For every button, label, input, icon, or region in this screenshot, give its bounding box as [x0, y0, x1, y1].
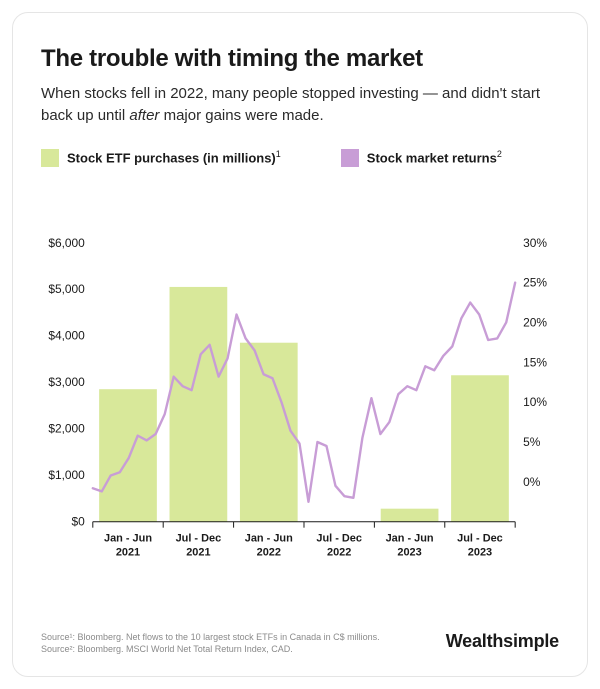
legend-swatch-line — [341, 149, 359, 167]
svg-text:20%: 20% — [523, 315, 547, 329]
legend-item-bars: Stock ETF purchases (in millions)1 — [41, 149, 281, 167]
svg-text:$4,000: $4,000 — [48, 328, 85, 342]
svg-text:2023: 2023 — [468, 546, 492, 558]
legend-swatch-bars — [41, 149, 59, 167]
legend-label-line: Stock market returns2 — [367, 149, 502, 165]
svg-text:2023: 2023 — [397, 546, 421, 558]
brand-logo: Wealthsimple — [446, 631, 559, 652]
svg-text:Jul - Dec: Jul - Dec — [457, 532, 503, 544]
legend-item-line: Stock market returns2 — [341, 149, 502, 167]
svg-text:2021: 2021 — [116, 546, 140, 558]
svg-text:25%: 25% — [523, 275, 547, 289]
bar — [240, 342, 298, 521]
svg-text:$1,000: $1,000 — [48, 468, 85, 482]
svg-text:Jan - Jun: Jan - Jun — [245, 532, 293, 544]
subtitle-emphasis: after — [129, 107, 159, 124]
chart-title: The trouble with timing the market — [41, 45, 559, 73]
svg-text:$5,000: $5,000 — [48, 282, 85, 296]
svg-text:15%: 15% — [523, 355, 547, 369]
svg-text:0%: 0% — [523, 474, 541, 488]
svg-text:5%: 5% — [523, 434, 541, 448]
svg-text:2021: 2021 — [186, 546, 210, 558]
bar — [170, 286, 228, 521]
svg-text:Jan - Jun: Jan - Jun — [386, 532, 434, 544]
svg-text:Jul - Dec: Jul - Dec — [176, 532, 222, 544]
svg-text:2022: 2022 — [327, 546, 351, 558]
subtitle-part-b: major gains were made. — [159, 107, 323, 124]
svg-text:$3,000: $3,000 — [48, 375, 85, 389]
chart-area: $0 $1,000 $2,000 $3,000 $4,000 $5,000 $6,000 0%… — [41, 181, 559, 621]
bar — [381, 508, 439, 521]
legend: Stock ETF purchases (in millions)1 Stock… — [41, 149, 559, 167]
svg-text:Jan - Jun: Jan - Jun — [104, 532, 152, 544]
svg-text:10%: 10% — [523, 395, 547, 409]
bar — [451, 375, 509, 521]
svg-text:$0: $0 — [72, 514, 86, 528]
bar — [99, 389, 157, 521]
combo-chart: $0 $1,000 $2,000 $3,000 $4,000 $5,000 $6,000 0%… — [41, 181, 559, 621]
svg-text:Jul - Dec: Jul - Dec — [316, 532, 362, 544]
legend-label-bars: Stock ETF purchases (in millions)1 — [67, 149, 281, 165]
chart-subtitle: When stocks fell in 2022, many people st… — [41, 83, 559, 127]
svg-text:$2,000: $2,000 — [48, 421, 85, 435]
svg-text:$6,000: $6,000 — [48, 235, 85, 249]
svg-text:30%: 30% — [523, 235, 547, 249]
infographic-card: The trouble with timing the market When … — [12, 12, 588, 677]
svg-text:2022: 2022 — [257, 546, 281, 558]
